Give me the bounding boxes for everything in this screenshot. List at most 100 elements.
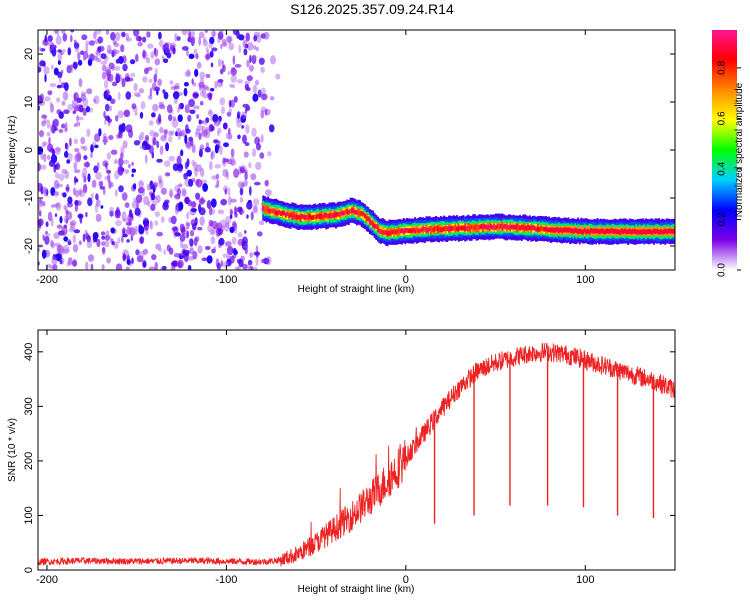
heatmap-noise-cell — [66, 159, 71, 164]
heatmap-noise-cell — [77, 116, 84, 121]
heatmap-noise-cell — [149, 66, 153, 71]
heatmap-noise-cell — [101, 264, 105, 270]
heatmap-trace-cell — [378, 228, 381, 234]
heatmap-noise-cell — [122, 63, 128, 72]
heatmap-noise-cell — [70, 222, 76, 232]
heatmap-noise-cell — [136, 255, 144, 263]
heatmap-trace-cell — [456, 226, 458, 232]
heatmap-noise-cell — [246, 59, 250, 68]
heatmap-noise-cell — [183, 87, 188, 97]
heatmap-noise-cell — [110, 227, 115, 234]
heatmap-noise-cell — [40, 151, 45, 161]
heatmap-noise-cell — [46, 131, 51, 137]
heatmap-noise-cell — [253, 181, 261, 186]
heatmap-noise-cell — [189, 201, 195, 208]
heatmap-trace-cell — [280, 211, 282, 216]
heatmap-trace-cell — [488, 225, 491, 231]
heatmap-trace-cell — [406, 227, 408, 233]
x-tick-label: -100 — [215, 274, 237, 286]
heatmap-trace-cell — [263, 206, 266, 212]
heatmap-noise-cell — [73, 162, 78, 170]
heatmap-noise-cell — [111, 65, 115, 71]
heatmap-noise-cell — [50, 240, 54, 248]
heatmap-noise-cell — [178, 183, 183, 188]
heatmap-trace-cell — [502, 224, 505, 229]
heatmap-trace-cell — [397, 230, 400, 235]
heatmap-noise-cell — [260, 66, 265, 73]
heatmap-trace-cell — [309, 214, 311, 219]
heatmap-noise-cell — [193, 237, 198, 247]
heatmap-noise-cell — [53, 232, 60, 240]
spectrogram-y-ticks: -20 -10 0 10 20 — [23, 48, 675, 254]
heatmap-noise-cell — [257, 231, 263, 237]
heatmap-noise-cell — [260, 134, 264, 144]
heatmap-noise-cell — [250, 173, 257, 181]
heatmap-noise-cell — [275, 73, 281, 80]
heatmap-trace-cell — [420, 227, 423, 233]
heatmap-noise-cell — [214, 144, 219, 154]
heatmap-noise-cell — [85, 106, 91, 113]
heatmap-trace-cell — [410, 228, 413, 234]
heatmap-trace-cell — [301, 213, 303, 219]
heatmap-noise-cell — [231, 67, 236, 72]
heatmap-noise-cell — [233, 96, 238, 103]
heatmap-trace-cell — [491, 225, 494, 230]
heatmap-trace-cell — [417, 228, 420, 234]
heatmap-noise-cell — [131, 173, 134, 178]
heatmap-trace-cell — [444, 226, 447, 231]
heatmap-trace-cell — [310, 215, 313, 221]
heatmap-noise-cell — [243, 48, 248, 56]
heatmap-noise-cell — [74, 47, 79, 53]
x-tick-label: 0 — [403, 274, 409, 286]
heatmap-noise-cell — [79, 189, 85, 198]
heatmap-noise-cell — [220, 260, 223, 267]
heatmap-noise-cell — [39, 93, 45, 101]
heatmap-noise-cell — [217, 140, 221, 146]
heatmap-noise-cell — [94, 203, 99, 213]
heatmap-noise-cell — [113, 42, 120, 48]
heatmap-noise-cell — [192, 92, 199, 98]
heatmap-noise-cell — [158, 248, 162, 253]
colorbar-tick-label: 0.6 — [717, 111, 728, 125]
heatmap-noise-cell — [95, 213, 102, 223]
heatmap-noise-cell — [146, 183, 152, 191]
heatmap-noise-cell — [44, 235, 50, 245]
heatmap-noise-cell — [191, 78, 194, 85]
heatmap-noise-cell — [255, 46, 259, 52]
heatmap-trace-cell — [658, 230, 660, 235]
heatmap-trace-cell — [520, 224, 523, 230]
heatmap-noise-cell — [108, 105, 113, 112]
heatmap-trace-cell — [643, 229, 646, 234]
heatmap-noise-cell — [38, 182, 43, 192]
heatmap-noise-cell — [118, 157, 124, 167]
colorbar-ticks: 0.0 0.2 0.4 0.6 0.8 — [717, 61, 741, 277]
x-tick-label: 0 — [403, 574, 409, 586]
heatmap-trace-cell — [523, 225, 526, 230]
heatmap-noise-cell — [233, 168, 240, 178]
heatmap-trace-cell — [614, 228, 617, 234]
heatmap-trace-cell — [637, 229, 639, 235]
heatmap-noise-cell — [244, 171, 248, 181]
heatmap-noise-cell — [149, 130, 156, 137]
heatmap-noise-cell — [175, 127, 182, 137]
heatmap-trace-cell — [519, 225, 521, 231]
heatmap-noise-cell — [129, 226, 136, 237]
heatmap-noise-cell — [51, 120, 56, 128]
snr-y-label: SNR (10 * v/v) — [7, 418, 18, 482]
heatmap-trace-cell — [347, 209, 350, 215]
heatmap-trace-cell — [616, 229, 618, 235]
heatmap-trace-cell — [656, 228, 659, 234]
heatmap-trace-cell — [365, 215, 368, 221]
heatmap-noise-cell — [63, 204, 67, 211]
heatmap-noise-cell — [114, 189, 118, 197]
heatmap-trace-cell — [514, 224, 517, 230]
heatmap-noise-cell — [214, 80, 218, 89]
heatmap-noise-cell — [202, 40, 208, 47]
heatmap-noise-cell — [64, 82, 69, 92]
heatmap-noise-cell — [139, 145, 147, 150]
heatmap-noise-cell — [253, 35, 258, 42]
heatmap-noise-cell — [160, 187, 167, 195]
heatmap-noise-cell — [80, 145, 85, 150]
heatmap-noise-cell — [136, 200, 140, 210]
heatmap-trace-cell — [304, 215, 307, 220]
